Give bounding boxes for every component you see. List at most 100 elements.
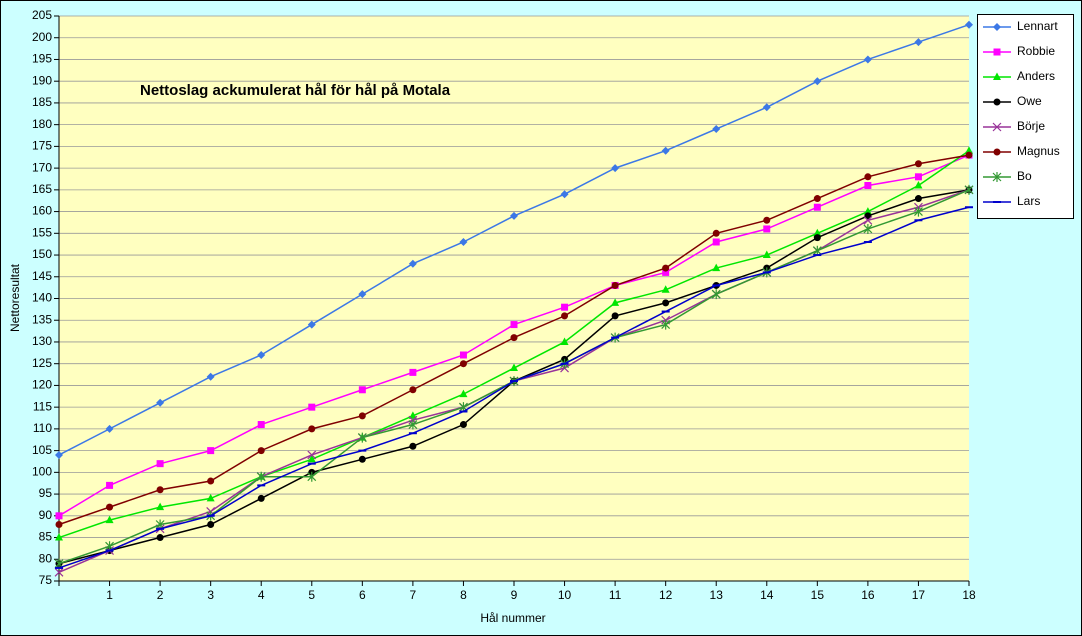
data-point: [106, 503, 114, 511]
x-tick-label: 12: [659, 588, 673, 602]
data-point: [561, 303, 569, 311]
data-point: [914, 181, 923, 189]
data-point: [409, 368, 417, 376]
data-point: [965, 20, 973, 29]
data-point: [409, 442, 417, 450]
data-point: [156, 398, 165, 407]
data-point: [308, 425, 316, 433]
legend-label: Bo: [1017, 169, 1032, 183]
data-point: [914, 38, 923, 47]
y-tick-label: 200: [32, 30, 52, 44]
data-point: [156, 460, 164, 468]
y-tick-label: 105: [32, 443, 52, 457]
x-tick-label: 15: [811, 588, 825, 602]
x-tick-label: 17: [912, 588, 926, 602]
y-tick-label: 120: [32, 378, 52, 392]
data-point: [207, 477, 215, 485]
x-tick-label: 8: [460, 588, 467, 602]
data-point: [358, 290, 367, 299]
data-point: [307, 450, 317, 460]
data-point: [510, 363, 518, 372]
x-tick-label: 18: [962, 588, 976, 602]
y-tick-label: 75: [39, 573, 53, 587]
data-point: [358, 455, 366, 463]
y-tick-label: 100: [32, 465, 52, 479]
y-tick-label: 115: [33, 399, 52, 413]
data-point: [55, 512, 63, 520]
data-point: [510, 211, 518, 220]
data-point: [813, 228, 822, 237]
legend-label: Börje: [1017, 119, 1045, 133]
data-point: [459, 389, 468, 398]
y-tick-label: 165: [32, 182, 52, 196]
data-point: [611, 281, 619, 289]
y-tick-label: 170: [32, 160, 52, 174]
data-point: [611, 312, 619, 320]
data-point: [459, 360, 467, 368]
data-point: [308, 403, 316, 411]
data-point: [561, 312, 569, 320]
data-point: [812, 245, 822, 256]
x-tick-label: 4: [258, 588, 265, 602]
data-point: [257, 421, 265, 429]
y-tick-label: 175: [32, 139, 52, 153]
data-point: [611, 164, 620, 173]
data-point: [863, 223, 873, 234]
x-axis-label: Hål nummer: [480, 611, 545, 625]
data-point: [662, 268, 670, 276]
chart-title: Nettoslag ackumulerat hål för hål på Mot…: [140, 82, 451, 99]
y-tick-label: 140: [32, 291, 52, 305]
data-point: [55, 533, 63, 541]
data-point: [662, 299, 670, 307]
x-tick-label: 16: [861, 588, 875, 602]
y-tick-label: 185: [32, 95, 52, 109]
data-point: [257, 494, 265, 502]
data-point: [358, 386, 366, 394]
legend-label: Owe: [1017, 94, 1042, 108]
data-point: [813, 203, 821, 211]
data-point: [55, 450, 63, 459]
y-tick-label: 110: [33, 421, 52, 435]
data-point: [965, 151, 973, 159]
legend-marker: [993, 72, 1001, 80]
data-point: [54, 567, 64, 577]
legend-marker: [992, 122, 1002, 132]
data-point: [307, 320, 316, 329]
data-point: [863, 55, 872, 64]
data-point: [408, 411, 417, 419]
data-point: [105, 424, 114, 433]
y-tick-label: 135: [32, 312, 52, 326]
legend-label: Magnus: [1017, 144, 1060, 158]
data-point: [106, 481, 114, 489]
data-point: [206, 372, 215, 381]
data-point: [257, 447, 265, 455]
data-point: [712, 229, 720, 237]
data-point: [257, 351, 266, 359]
x-tick-label: 14: [760, 588, 774, 602]
data-point: [409, 386, 417, 394]
y-tick-label: 180: [32, 117, 52, 131]
data-point: [357, 432, 367, 443]
data-point: [813, 77, 822, 86]
y-tick-label: 125: [32, 356, 52, 370]
data-point: [965, 146, 973, 154]
x-tick-label: 13: [710, 588, 724, 602]
data-point: [155, 519, 165, 530]
data-point: [408, 259, 417, 268]
y-tick-label: 145: [32, 269, 52, 283]
legend-marker: [993, 98, 1001, 106]
data-point: [864, 182, 872, 189]
legend: [977, 14, 1074, 219]
data-point: [105, 515, 114, 524]
legend-label: Lennart: [1017, 19, 1058, 33]
data-point: [914, 160, 922, 168]
data-point: [813, 234, 821, 242]
x-tick-label: 1: [106, 588, 113, 602]
data-point: [864, 173, 872, 181]
data-point: [661, 285, 670, 293]
data-point: [813, 195, 821, 203]
data-point: [964, 184, 974, 195]
data-point: [156, 534, 164, 542]
